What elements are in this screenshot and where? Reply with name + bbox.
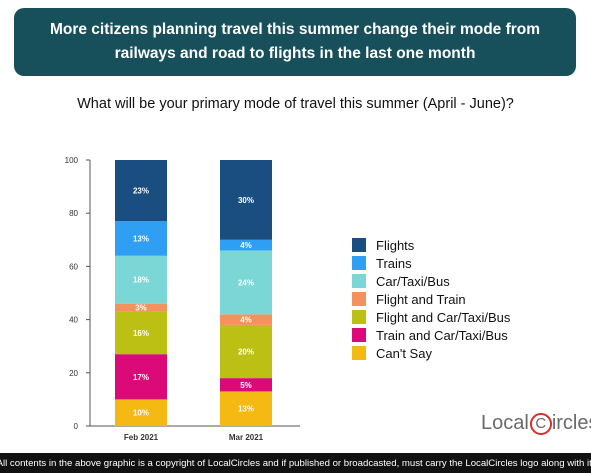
bar-segment (115, 311, 167, 355)
y-tick-label: 60 (69, 262, 78, 271)
logo-text-ircles: ircles (551, 412, 591, 434)
legend-item-train-and-car: Train and Car/Taxi/Bus (352, 326, 510, 344)
logo-c-icon: C (529, 412, 552, 435)
bar-segment (220, 250, 272, 315)
legend-item-car-taxi-bus: Car/Taxi/Bus (352, 272, 510, 290)
bar-data-label: 4% (240, 316, 252, 325)
bar-data-label: 18% (133, 276, 149, 285)
bar-segment (220, 314, 272, 325)
bar-data-label: 16% (133, 329, 149, 338)
bar-segment (220, 378, 272, 392)
bar-data-label: 23% (133, 187, 149, 196)
bar-segment (115, 303, 167, 312)
title-banner: More citizens planning travel this summe… (14, 8, 576, 76)
y-tick-label: 20 (69, 369, 78, 378)
bar-data-label: 13% (133, 234, 149, 243)
legend-label: Flight and Car/Taxi/Bus (376, 309, 511, 325)
x-tick-label: Mar 2021 (229, 433, 264, 442)
bar-data-label: 3% (135, 304, 147, 313)
legend-item-cant-say: Can't Say (352, 344, 510, 362)
y-tick-label: 0 (74, 422, 79, 431)
bar-segment (115, 160, 167, 222)
legend-swatch (352, 256, 366, 270)
legend-label: Can't Say (376, 345, 432, 361)
legend-label: Car/Taxi/Bus (376, 273, 450, 289)
legend-item-flights: Flights (352, 236, 510, 254)
bar-segment (220, 324, 272, 379)
copyright-footer: All contents in the above graphic is a c… (0, 453, 591, 473)
legend-swatch (352, 292, 366, 306)
legend-label: Trains (376, 255, 412, 271)
legend-item-flight-and-train: Flight and Train (352, 290, 510, 308)
bar-data-label: 4% (240, 241, 252, 250)
legend-item-trains: Trains (352, 254, 510, 272)
chart-headline: More citizens planning travel this summe… (49, 21, 541, 62)
legend-label: Flight and Train (376, 291, 466, 307)
legend-swatch (352, 274, 366, 288)
legend-swatch (352, 328, 366, 342)
bar-segment (220, 391, 272, 426)
bar-data-label: 30% (238, 196, 254, 205)
bar-data-label: 5% (240, 381, 252, 390)
bar-data-label: 10% (133, 409, 149, 418)
localcircles-logo: LocalCircles (481, 412, 591, 435)
legend-item-flight-and-car: Flight and Car/Taxi/Bus (352, 308, 510, 326)
legend-label: Flights (376, 237, 415, 253)
bar-data-label: 13% (238, 405, 254, 414)
legend-swatch (352, 346, 366, 360)
legend-swatch (352, 310, 366, 324)
y-tick-label: 80 (69, 209, 78, 218)
y-tick-label: 40 (69, 316, 78, 325)
chart-question: What will be your primary mode of travel… (77, 96, 514, 112)
bar-segment (115, 399, 167, 426)
y-tick-label: 100 (65, 156, 79, 165)
legend-label: Train and Car/Taxi/Bus (376, 327, 508, 343)
bar-data-label: 20% (238, 348, 254, 357)
bar-data-label: 24% (238, 278, 254, 287)
chart-legend: Flights Trains Car/Taxi/Bus Flight and T… (352, 236, 510, 362)
bar-segment (220, 239, 272, 251)
logo-text-local: Local (481, 412, 529, 434)
bar-segment (220, 160, 272, 240)
x-tick-label: Feb 2021 (124, 433, 159, 442)
bar-segment (115, 221, 167, 256)
bar-data-label: 17% (133, 373, 149, 382)
legend-swatch (352, 238, 366, 252)
bar-segment (115, 354, 167, 400)
bar-segment (115, 255, 167, 304)
